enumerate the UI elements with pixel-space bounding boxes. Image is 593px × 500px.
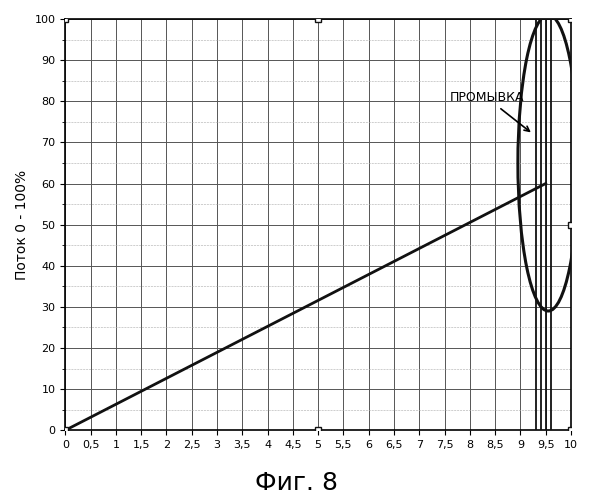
Text: Фиг. 8: Фиг. 8 <box>255 471 338 495</box>
Y-axis label: Поток 0 - 100%: Поток 0 - 100% <box>15 170 29 280</box>
Text: ПРОМЫВКА: ПРОМЫВКА <box>449 92 530 132</box>
